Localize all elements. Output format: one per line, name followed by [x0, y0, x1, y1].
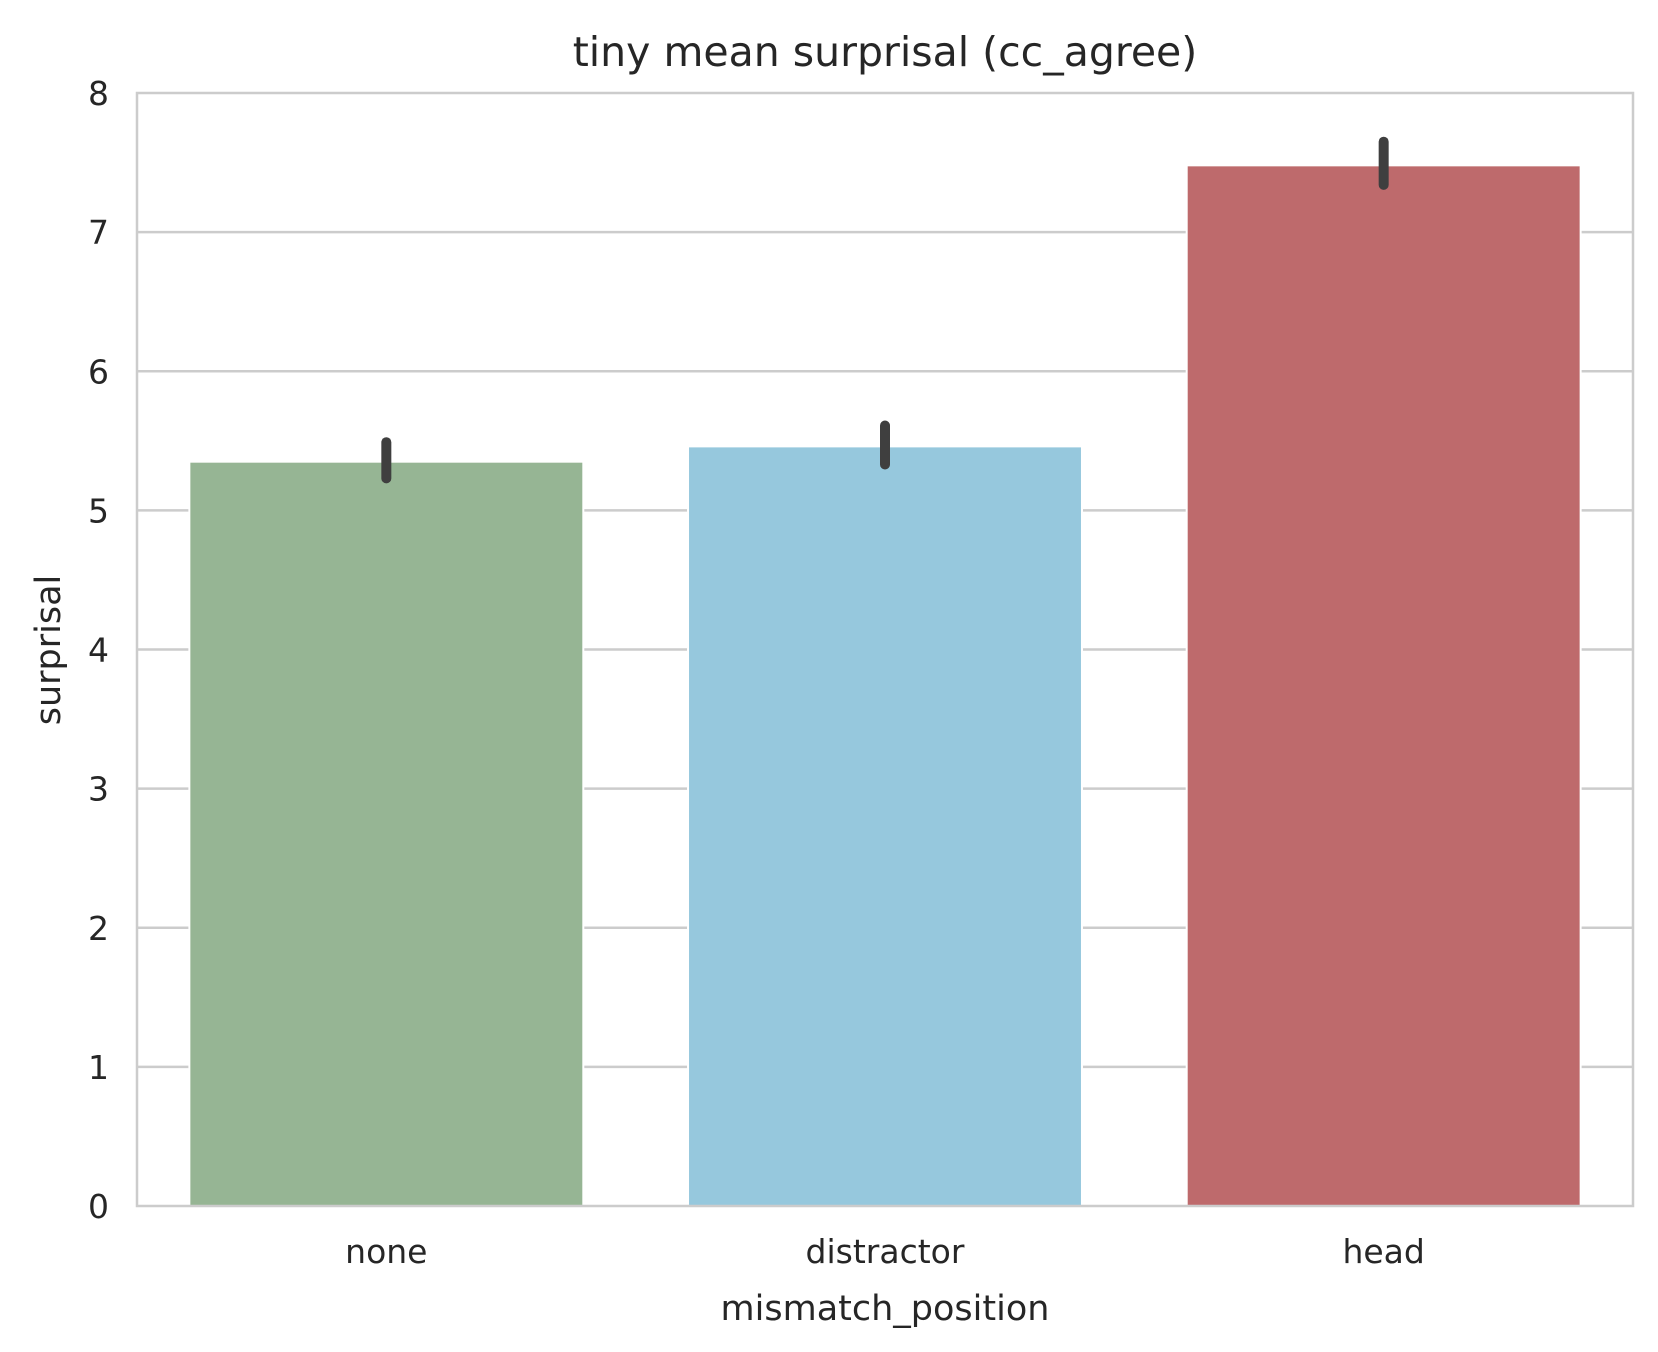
chart-title: tiny mean surprisal (cc_agree)	[573, 28, 1198, 76]
error-bars	[381, 136, 1389, 484]
y-tick-label: 7	[88, 213, 109, 252]
y-tick-label: 3	[88, 770, 109, 809]
x-tick-label-distractor: distractor	[806, 1232, 965, 1271]
y-tick-label: 6	[88, 352, 109, 391]
bar-distractor	[687, 445, 1083, 1207]
x-tick-label-none: none	[345, 1232, 427, 1271]
bar-head	[1185, 164, 1582, 1208]
y-tick-label: 0	[88, 1187, 109, 1226]
y-tick-labels: 0 1 2 3 4 5 6 7 8	[88, 74, 109, 1226]
plot-frame	[135, 91, 1635, 1208]
bars	[188, 164, 1582, 1208]
y-axis-title: surprisal	[29, 575, 69, 726]
y-tick-label: 1	[88, 1048, 109, 1087]
bar-none	[188, 460, 585, 1207]
y-tick-label: 2	[88, 909, 109, 948]
y-tick-label: 5	[88, 491, 109, 530]
y-tick-label: 8	[88, 74, 109, 113]
x-tick-label-head: head	[1342, 1232, 1424, 1271]
y-tick-label: 4	[88, 631, 109, 670]
x-tick-labels: none distractor head	[345, 1232, 1425, 1271]
x-axis-title: mismatch_position	[721, 1289, 1050, 1329]
